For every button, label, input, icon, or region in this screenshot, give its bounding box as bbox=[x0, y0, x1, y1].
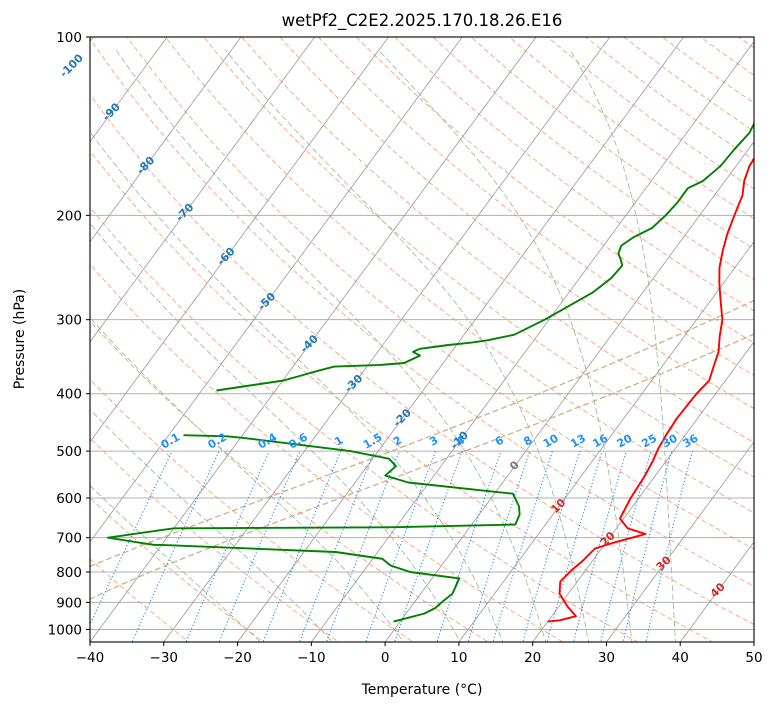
isotherm-line bbox=[679, 541, 754, 642]
x-tick-label: 0 bbox=[381, 650, 390, 666]
isotherm-line bbox=[532, 341, 754, 642]
mixing-ratio-line bbox=[622, 450, 673, 642]
lcl-curve-line bbox=[90, 333, 754, 601]
y-tick-label: 100 bbox=[56, 30, 82, 46]
chart-title: wetPf2_C2E2.2025.170.18.26.E16 bbox=[282, 11, 563, 31]
dry-adiabat-line bbox=[90, 150, 714, 642]
mixing-ratio-line bbox=[522, 450, 581, 642]
isotherm-line bbox=[90, 37, 463, 543]
dewpoint-profile-line bbox=[106, 434, 521, 623]
moist-adiabat-line bbox=[569, 49, 676, 642]
dewpoint-profile-line bbox=[216, 122, 754, 392]
lcl-curve-line bbox=[90, 299, 754, 568]
y-axis-title: Pressure (hPa) bbox=[12, 289, 28, 389]
isotherm-line bbox=[90, 37, 242, 243]
mixing-ratio-line bbox=[492, 450, 554, 642]
dry-adiabat-line bbox=[90, 378, 415, 642]
mixing-ratio-line bbox=[325, 450, 400, 642]
dry-adiabat-line bbox=[355, 37, 754, 344]
mixing-ratio-line bbox=[546, 450, 603, 642]
y-tick-label: 1000 bbox=[48, 622, 82, 638]
dry-adiabat-line bbox=[90, 93, 754, 626]
isotherm-line bbox=[90, 37, 168, 143]
mixing-ratio-line bbox=[218, 450, 301, 642]
isotherm-line bbox=[90, 37, 537, 642]
mixing-ratio-line bbox=[645, 450, 693, 642]
isotherm-line bbox=[384, 141, 754, 642]
y-tick-label: 300 bbox=[56, 313, 82, 329]
y-tick-label: 400 bbox=[56, 387, 82, 403]
y-tick-label: 900 bbox=[56, 595, 82, 611]
dry-adiabats bbox=[90, 37, 754, 642]
moist-adiabat-line bbox=[90, 317, 405, 642]
mixing-ratio-line bbox=[436, 450, 502, 642]
x-tick-label: −10 bbox=[297, 650, 326, 666]
dry-adiabat-line bbox=[90, 206, 639, 642]
lcl-curves bbox=[90, 299, 754, 601]
plot-area bbox=[90, 37, 754, 642]
dry-adiabat-line bbox=[164, 37, 754, 514]
mixing-ratio-line bbox=[299, 450, 376, 642]
y-tick-label: 500 bbox=[56, 444, 82, 460]
profile-series bbox=[106, 122, 754, 623]
isotherm-line bbox=[310, 40, 754, 642]
y-tick-label: 200 bbox=[56, 208, 82, 224]
x-tick-label: 10 bbox=[450, 650, 467, 666]
moist-adiabats bbox=[90, 49, 676, 642]
y-tick-label: 600 bbox=[56, 491, 82, 507]
isotherm-line bbox=[458, 241, 754, 642]
moist-adiabat-line bbox=[224, 49, 590, 642]
x-tick-label: 30 bbox=[598, 650, 615, 666]
dry-adiabat-line bbox=[126, 37, 754, 550]
x-tick-label: 40 bbox=[672, 650, 689, 666]
mixing-ratio-line bbox=[185, 450, 270, 642]
dry-adiabat-line bbox=[90, 263, 564, 642]
dry-adiabat-line bbox=[317, 37, 754, 376]
isotherm-line bbox=[605, 441, 754, 642]
dry-adiabat-line bbox=[279, 37, 754, 410]
isotherms bbox=[90, 37, 754, 642]
moist-adiabat-line bbox=[90, 222, 461, 642]
moist-adiabat-line bbox=[90, 131, 504, 642]
isotherm-line bbox=[90, 37, 316, 343]
dry-adiabat-line bbox=[90, 37, 754, 587]
x-tick-label: −40 bbox=[76, 650, 105, 666]
x-tick-label: −30 bbox=[150, 650, 179, 666]
temperature-profile-line bbox=[547, 157, 754, 623]
y-tick-label: 800 bbox=[56, 565, 82, 581]
moist-adiabat-line bbox=[90, 485, 261, 642]
x-tick-label: 20 bbox=[524, 650, 541, 666]
y-tick-label: 700 bbox=[56, 531, 82, 547]
moist-adiabat-line bbox=[377, 49, 633, 642]
x-axis-ticks: −40 −30 −20 −10 0 10 20 30 40 50 bbox=[76, 642, 763, 666]
x-axis-title: Temperature (°C) bbox=[361, 682, 483, 698]
isotherm-line bbox=[163, 37, 611, 642]
dry-adiabat-line bbox=[90, 558, 190, 642]
moist-adiabat-line bbox=[115, 49, 547, 642]
horizontal-gridlines bbox=[90, 37, 754, 630]
dry-adiabat-line bbox=[90, 437, 340, 642]
plot-frame bbox=[89, 36, 755, 643]
isotherm-line bbox=[237, 37, 685, 642]
moist-adiabat-line bbox=[90, 408, 333, 642]
dry-adiabat-line bbox=[394, 37, 754, 312]
x-tick-label: −20 bbox=[223, 650, 252, 666]
y-axis-ticks: 1000 900 800 700 600 500 400 300 200 100 bbox=[48, 30, 90, 638]
isotherm-line bbox=[90, 37, 390, 443]
x-tick-label: 50 bbox=[745, 650, 762, 666]
